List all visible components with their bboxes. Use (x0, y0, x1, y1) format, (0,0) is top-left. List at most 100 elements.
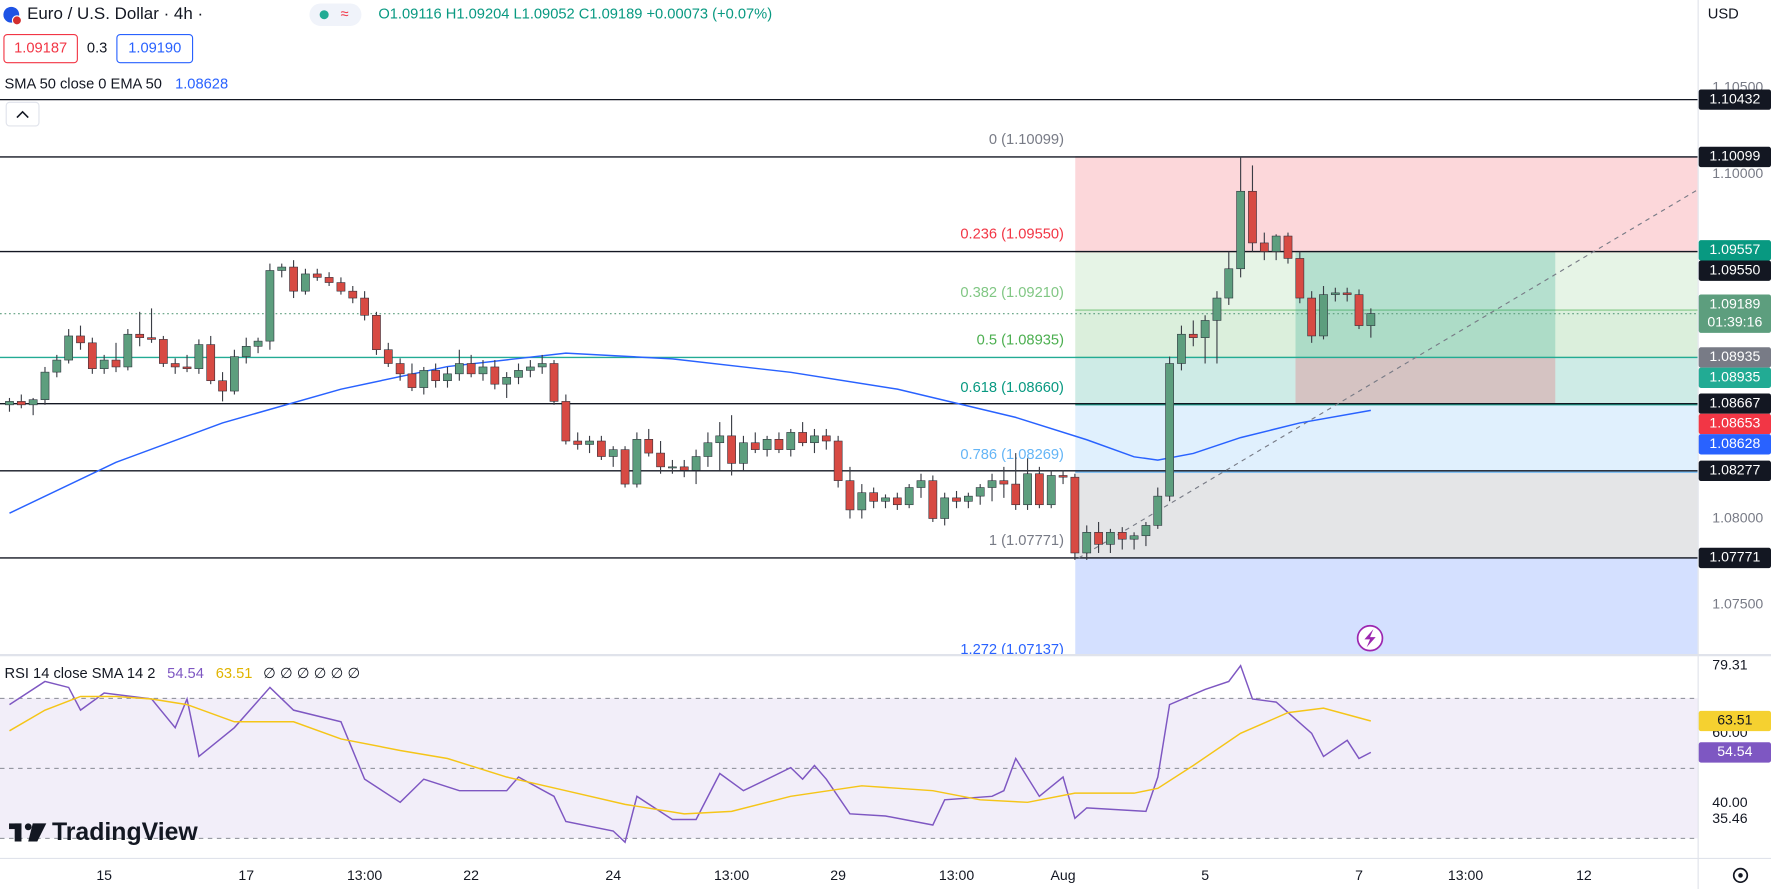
candle-body (87, 342, 97, 369)
candle-body (1271, 235, 1281, 252)
candle-body (324, 277, 334, 283)
price-badge (1698, 393, 1771, 414)
candle-body (194, 344, 204, 369)
fib-zone (1075, 251, 1698, 311)
candle-body (514, 370, 523, 378)
candle-body (1307, 297, 1317, 337)
collapse-button[interactable] (5, 101, 40, 127)
candle-body (703, 442, 713, 457)
symbol-title[interactable]: Euro / U.S. Dollar · 4h · (27, 4, 203, 23)
candle-body (1236, 190, 1245, 270)
candle-body (1366, 313, 1376, 326)
candle-body (466, 363, 476, 375)
candle-body (1248, 190, 1257, 244)
candle-body (431, 370, 440, 382)
fib-zone (1075, 357, 1698, 405)
currency-label[interactable]: USD (1708, 7, 1739, 23)
candle-body (869, 492, 879, 502)
candle-body (656, 452, 665, 468)
trend-line (1078, 189, 1698, 559)
rsi-title: RSI 14 close SMA 14 2 (5, 666, 156, 682)
candle-body (395, 363, 405, 375)
candle-body (40, 371, 50, 400)
candle-body (727, 435, 736, 464)
x-tick-label: 29 (830, 867, 846, 883)
candle-body (301, 273, 310, 292)
rsi-line (9, 664, 1372, 844)
buy-button[interactable] (116, 33, 194, 64)
logo-mark (28, 823, 47, 842)
candle-body (1070, 476, 1080, 554)
candle-body (1295, 258, 1305, 299)
price-badge (1698, 547, 1771, 569)
x-tick-label: 13:00 (1448, 867, 1483, 883)
price-badge-label: 1.10099 (1709, 148, 1760, 164)
x-tick-label: 7 (1355, 867, 1363, 883)
candle-body (750, 442, 760, 450)
candle-body (76, 335, 85, 344)
candle-body (691, 456, 701, 471)
bid-price[interactable]: 1.09187 (14, 40, 67, 56)
price-badge-label: 63.51 (1717, 712, 1752, 728)
candle-body (265, 270, 275, 342)
candle-body (312, 273, 322, 278)
logo: TradingView (9, 819, 198, 846)
candle-body (620, 449, 630, 485)
candle-body (407, 373, 417, 388)
sell-button[interactable] (3, 33, 78, 64)
candle-body (1153, 495, 1163, 526)
candle-body (147, 337, 156, 340)
price-badge-label: 1.08277 (1709, 462, 1760, 478)
candle-body (218, 380, 227, 392)
candle-body (573, 440, 583, 445)
candle-body (585, 440, 594, 445)
settings-icon[interactable] (1732, 867, 1749, 884)
fib-zone (1075, 557, 1698, 655)
candle-body (182, 366, 192, 369)
candle-body (1342, 292, 1352, 295)
status-pill[interactable] (309, 3, 362, 27)
candle-body (679, 466, 689, 471)
price-badge-label: 1.08935 (1709, 348, 1760, 364)
fib-zone (1075, 156, 1698, 252)
candle-body (1117, 532, 1127, 540)
candle-body (940, 497, 950, 519)
candle-body (928, 480, 938, 519)
candle-body (419, 370, 429, 388)
rsi-line (9, 695, 1372, 815)
indicator-title[interactable]: SMA 50 close 0 EMA 50 (5, 77, 162, 93)
price-badge (1698, 434, 1771, 455)
ask-price[interactable]: 1.09190 (128, 40, 181, 56)
candle-body (845, 480, 855, 511)
candle-body (230, 356, 239, 392)
candle-body (525, 366, 535, 371)
candle-body (1035, 473, 1044, 506)
candle-body (360, 297, 369, 316)
price-badge (1698, 460, 1771, 481)
candle-body (892, 497, 902, 506)
candle-body (1129, 535, 1139, 540)
candle-body (739, 442, 748, 464)
price-badge-countdown: 01:39:16 (1707, 313, 1762, 329)
position-target (1295, 251, 1556, 358)
candle-body (52, 359, 62, 373)
candle-body (537, 363, 547, 368)
candle-body (1200, 320, 1210, 338)
candle-body (762, 439, 772, 450)
candle-body (1212, 297, 1222, 321)
candle-body (64, 335, 74, 361)
candle-body (1188, 333, 1198, 338)
candle-body (1283, 235, 1293, 259)
candle-body (135, 333, 145, 338)
settings-button[interactable] (1732, 867, 1749, 884)
x-tick-label: 13:00 (714, 867, 749, 883)
delay-icon: ≈ (340, 7, 348, 23)
price-badge (1698, 413, 1771, 435)
rsi-extra: ∅ ∅ ∅ ∅ ∅ ∅ (263, 666, 360, 682)
candle-body (1082, 532, 1092, 554)
y-tick-label: 1.10000 (1712, 165, 1763, 181)
rsi-value: 54.54 (167, 666, 204, 682)
spread: 0.3 (87, 40, 107, 56)
candle-body (170, 363, 180, 368)
